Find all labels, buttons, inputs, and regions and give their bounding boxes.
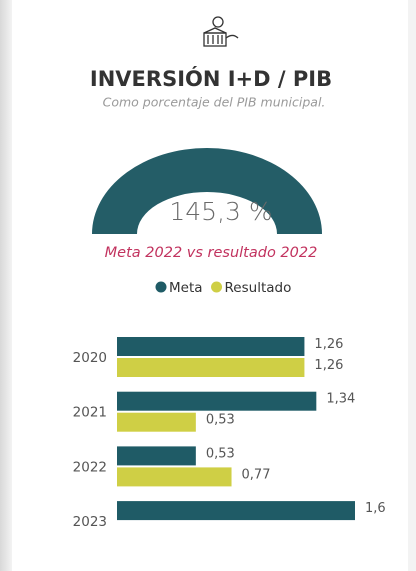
bar <box>117 358 305 377</box>
y-tick-label: 2021 <box>73 405 107 421</box>
subtitle: Como porcentaje del PIB municipal. <box>103 95 326 110</box>
bar <box>117 501 355 521</box>
data-label: 1,6 <box>365 501 386 516</box>
y-tick-label: 2023 <box>73 514 107 530</box>
data-label: 0,53 <box>206 413 235 428</box>
gauge-value-label: 145,3 % <box>169 197 272 226</box>
bar <box>117 337 305 356</box>
bar <box>117 391 317 411</box>
data-label: 0,77 <box>242 467 271 482</box>
data-label: 1,26 <box>314 337 343 352</box>
y-tick-label: 2020 <box>73 350 107 366</box>
bar <box>117 446 196 466</box>
gauge-arc <box>92 148 322 234</box>
gauge-annotation: Meta 2022 vs resultado 2022 <box>105 245 318 261</box>
card-shadow <box>0 0 12 571</box>
data-label: 1,34 <box>326 392 355 407</box>
y-tick-label: 2022 <box>73 459 107 475</box>
title: INVERSIÓN I+D / PIB <box>90 66 332 91</box>
data-label: 0,53 <box>206 446 235 461</box>
legend-label: Meta <box>169 280 203 296</box>
bar <box>117 412 196 432</box>
legend-marker <box>211 281 223 293</box>
data-label: 1,26 <box>314 358 343 373</box>
bar <box>117 467 232 487</box>
legend-label: Resultado <box>225 280 292 296</box>
legend-marker <box>155 281 167 293</box>
header-icon <box>203 16 239 47</box>
